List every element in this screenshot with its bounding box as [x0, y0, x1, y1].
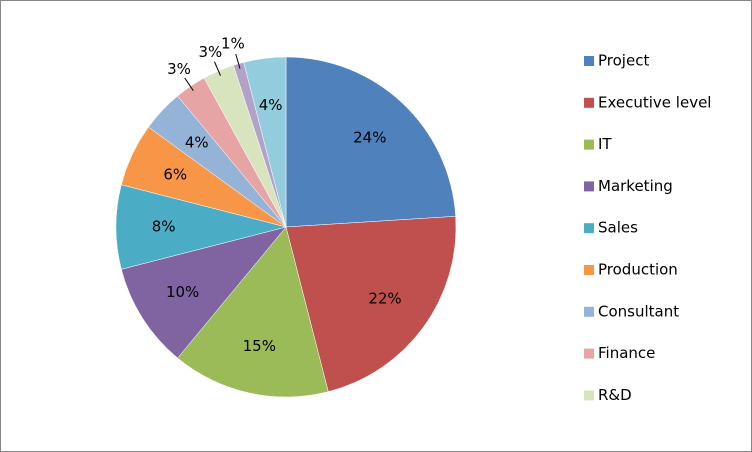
data-label: 4%	[259, 96, 283, 114]
legend-swatch	[584, 181, 594, 192]
legend-label: Production	[598, 261, 678, 279]
legend-swatch	[584, 223, 594, 234]
pie-slice	[121, 226, 287, 359]
leader-line	[184, 77, 194, 91]
leader-line	[213, 61, 221, 76]
pie-slice	[285, 216, 457, 392]
data-label: 6%	[163, 165, 187, 183]
data-label: 4%	[185, 134, 209, 152]
legend-label: R&D	[598, 386, 632, 404]
data-label: 1%	[221, 35, 245, 53]
pie-slice	[177, 226, 329, 398]
data-label: 8%	[152, 218, 176, 236]
data-label: 3%	[167, 60, 191, 78]
data-label: 22%	[368, 289, 401, 307]
legend-swatch	[584, 56, 594, 66]
legend-label: Sales	[598, 219, 638, 237]
legend-swatch	[584, 265, 594, 275]
legend-label: Consultant	[598, 302, 679, 320]
legend-label: IT	[598, 135, 612, 153]
data-label: 15%	[243, 337, 276, 355]
legend-swatch	[584, 348, 594, 359]
legend-swatch	[584, 97, 594, 108]
data-label: 24%	[353, 128, 386, 146]
pie-slice	[285, 56, 456, 228]
leader-line	[235, 53, 241, 69]
legend-swatch	[584, 139, 594, 150]
legend-label: Project	[598, 52, 649, 70]
legend-swatch	[584, 390, 594, 401]
legend-label: Finance	[598, 344, 655, 362]
data-label: 10%	[166, 283, 199, 301]
data-label: 3%	[198, 43, 222, 61]
legend-label: Marketing	[598, 177, 673, 195]
legend-swatch	[584, 306, 594, 317]
pie-slice	[243, 56, 287, 228]
legend-label: Executive level	[598, 93, 711, 111]
